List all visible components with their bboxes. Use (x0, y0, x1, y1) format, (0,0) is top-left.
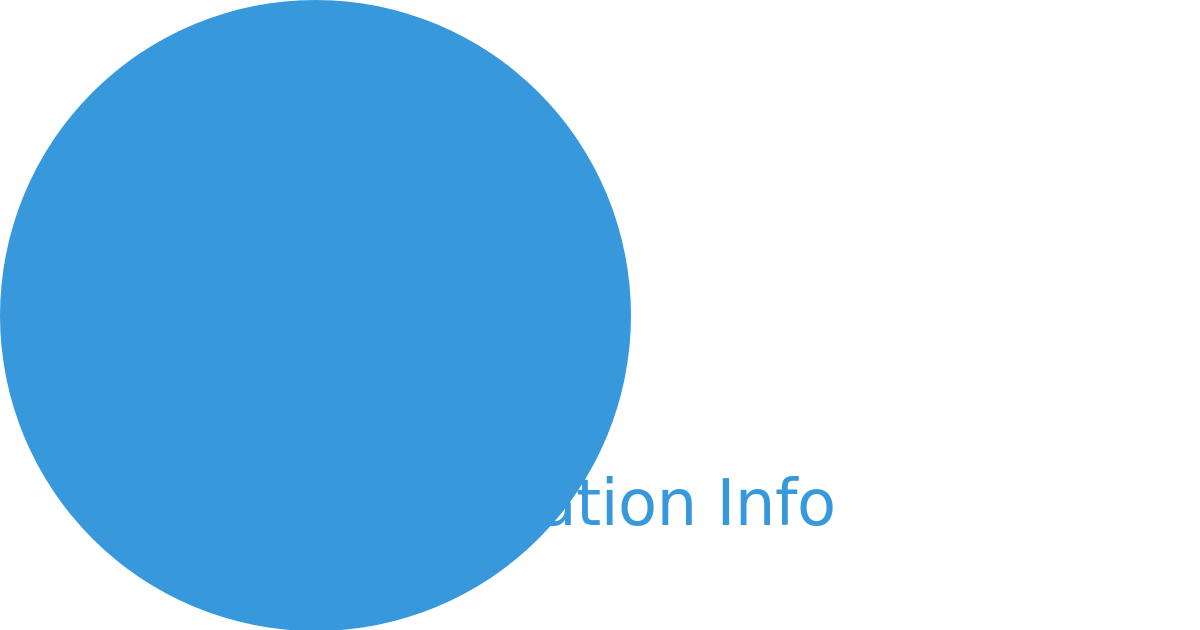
circle-shape (0, 0, 631, 630)
